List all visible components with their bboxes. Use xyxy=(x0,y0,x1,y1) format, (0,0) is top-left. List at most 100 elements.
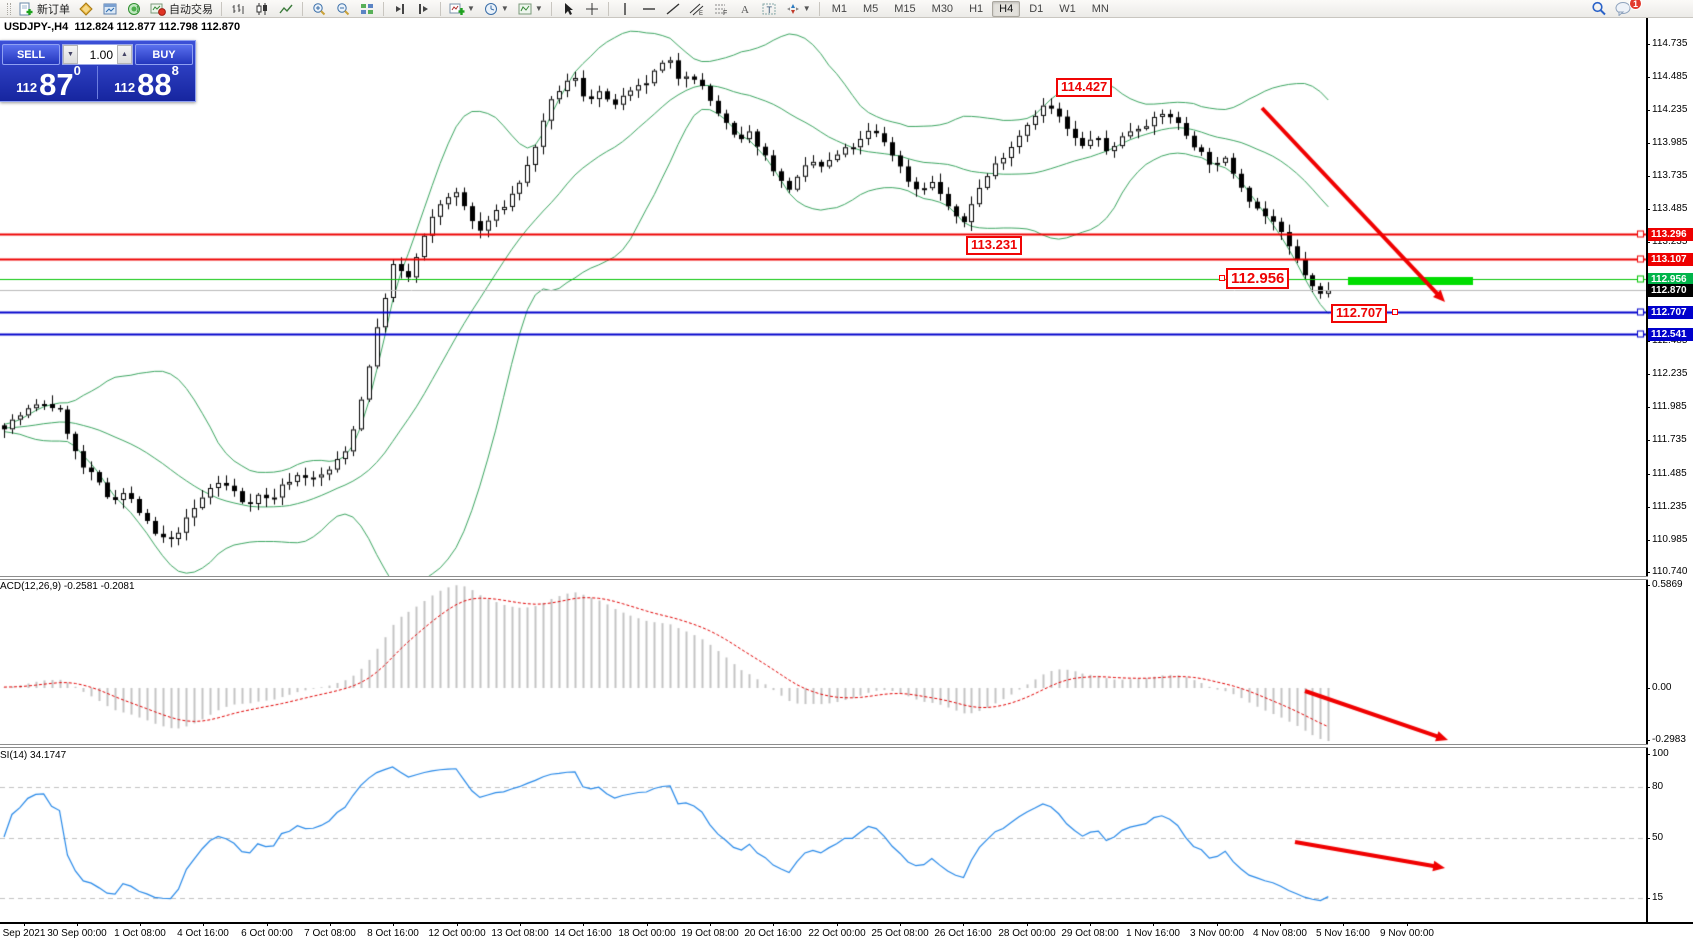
fibonacci-button[interactable]: F xyxy=(710,1,732,17)
candlestick-chart-button[interactable] xyxy=(251,1,273,17)
templates-icon xyxy=(517,2,533,16)
price-level-badge: 112.956 xyxy=(1648,273,1693,286)
price-tick-label: 114.735 xyxy=(1652,38,1688,49)
toolbar-separator xyxy=(818,1,820,16)
time-tick xyxy=(1090,922,1091,926)
toolbar-separator xyxy=(440,1,441,16)
tile-windows-icon xyxy=(359,2,375,16)
indicators-button[interactable]: ▼ xyxy=(446,1,478,17)
price-callout-label[interactable]: 112.707 xyxy=(1331,304,1388,323)
trendline-icon xyxy=(665,2,681,16)
timeframe-H1[interactable]: H1 xyxy=(969,2,984,15)
time-tick xyxy=(267,922,268,926)
chart-ohlc-quotes: 112.824 112.877 112.798 112.870 xyxy=(74,21,241,33)
price-level-badge: 112.541 xyxy=(1648,328,1693,341)
bar-chart-button[interactable] xyxy=(227,1,249,17)
time-tick xyxy=(1217,922,1218,926)
data-window-button[interactable] xyxy=(99,1,121,17)
price-callout-label[interactable]: 112.956 xyxy=(1226,268,1290,290)
trendline-button[interactable] xyxy=(662,1,684,17)
timeframe-M30[interactable]: M30 xyxy=(931,2,954,15)
text-label-button[interactable]: T xyxy=(758,1,780,17)
cursor-button[interactable] xyxy=(557,1,579,17)
buy-price-prefix: 112 xyxy=(114,80,136,95)
time-tick xyxy=(647,922,648,926)
market-watch-button[interactable] xyxy=(75,1,97,17)
channel-button[interactable]: E xyxy=(686,1,708,17)
time-label: 18 Oct 00:00 xyxy=(618,928,676,939)
time-tick xyxy=(24,922,25,926)
price-level-badge: 112.707 xyxy=(1648,306,1693,319)
price-callout-label[interactable]: 114.427 xyxy=(1056,78,1113,97)
candlestick-chart-icon xyxy=(254,2,270,16)
vertical-line-button[interactable] xyxy=(614,1,636,17)
new-order-button[interactable]: 新订单 xyxy=(15,1,73,17)
axis-tick xyxy=(1646,572,1650,573)
macd-tick-label: -0.2983 xyxy=(1652,734,1686,745)
price-level-badge: 113.296 xyxy=(1648,228,1693,241)
horizontal-line-button[interactable] xyxy=(638,1,660,17)
time-label: 5 Nov 16:00 xyxy=(1316,928,1370,939)
tile-windows-button[interactable] xyxy=(356,1,378,17)
volume-up-button[interactable]: ▲ xyxy=(117,45,132,64)
volume-down-button[interactable]: ▼ xyxy=(63,45,78,64)
timeframe-M15[interactable]: M15 xyxy=(894,2,916,15)
time-tick xyxy=(1027,922,1028,926)
timeframe-D1[interactable]: D1 xyxy=(1029,2,1044,15)
sell-price-pip: 0 xyxy=(73,63,81,78)
toolbar-separator xyxy=(302,1,303,16)
timeframe-W1[interactable]: W1 xyxy=(1059,2,1076,15)
vertical-line-icon xyxy=(617,2,633,16)
auto-scroll-button[interactable] xyxy=(413,1,435,17)
text-button[interactable]: A xyxy=(734,1,756,17)
axis-tick xyxy=(1646,176,1650,177)
axis-tick xyxy=(1646,374,1650,375)
notifications-icon[interactable]: 1 xyxy=(1615,0,1642,17)
price-tick-label: 113.985 xyxy=(1652,137,1688,148)
sounds-button[interactable] xyxy=(123,1,145,17)
zoom-out-button[interactable] xyxy=(332,1,354,17)
sounds-icon xyxy=(126,2,142,16)
sell-price[interactable]: 112 87 0 xyxy=(0,63,98,100)
time-label: 20 Oct 16:00 xyxy=(744,928,802,939)
callout-anchor-square xyxy=(1219,275,1225,281)
svg-text:F: F xyxy=(723,10,727,16)
timeframe-MN[interactable]: MN xyxy=(1091,2,1109,15)
timeframe-H4[interactable]: H4 xyxy=(992,0,1021,17)
line-chart-button[interactable] xyxy=(275,1,297,17)
macd-tick-label: 0.00 xyxy=(1652,682,1672,693)
volume-stepper: ▼ 1.00 ▲ xyxy=(62,44,133,65)
buy-button[interactable]: BUY xyxy=(135,44,193,65)
macd-panel-divider[interactable] xyxy=(0,576,1693,580)
templates-button[interactable]: ▼ xyxy=(514,1,546,17)
sell-button[interactable]: SELL xyxy=(2,44,60,65)
time-label: 9 Nov 00:00 xyxy=(1380,928,1434,939)
timeframe-M5[interactable]: M5 xyxy=(862,2,879,15)
buy-price-pip: 8 xyxy=(171,63,179,78)
buy-price[interactable]: 112 88 8 xyxy=(98,63,195,100)
timeframe-M1[interactable]: M1 xyxy=(831,2,847,15)
text-icon: A xyxy=(737,2,753,16)
rsi-tick-label: 50 xyxy=(1652,832,1664,843)
autotrading-button[interactable]: 自动交易 xyxy=(147,1,216,17)
time-tick xyxy=(710,922,711,926)
price-callout-label[interactable]: 113.231 xyxy=(966,236,1023,255)
data-window-icon xyxy=(102,2,118,16)
arrows-button[interactable]: ▼ xyxy=(782,1,814,17)
market-watch-icon xyxy=(78,1,94,16)
zoom-in-button[interactable] xyxy=(308,1,330,17)
chart-shift-button[interactable] xyxy=(389,1,411,17)
dropdown-caret: ▼ xyxy=(534,4,543,13)
time-label: 4 Oct 16:00 xyxy=(177,928,229,939)
axis-tick xyxy=(1646,688,1650,689)
crosshair-button[interactable] xyxy=(581,1,603,17)
search-icon[interactable] xyxy=(1591,1,1607,16)
volume-value[interactable]: 1.00 xyxy=(89,47,113,62)
time-label: 8 Oct 16:00 xyxy=(367,928,419,939)
rsi-panel-divider[interactable] xyxy=(0,744,1693,748)
toolbar-grip xyxy=(7,2,11,15)
periods-button[interactable]: ▼ xyxy=(480,1,512,17)
axis-tick xyxy=(1646,341,1650,342)
axis-tick xyxy=(1646,110,1650,111)
